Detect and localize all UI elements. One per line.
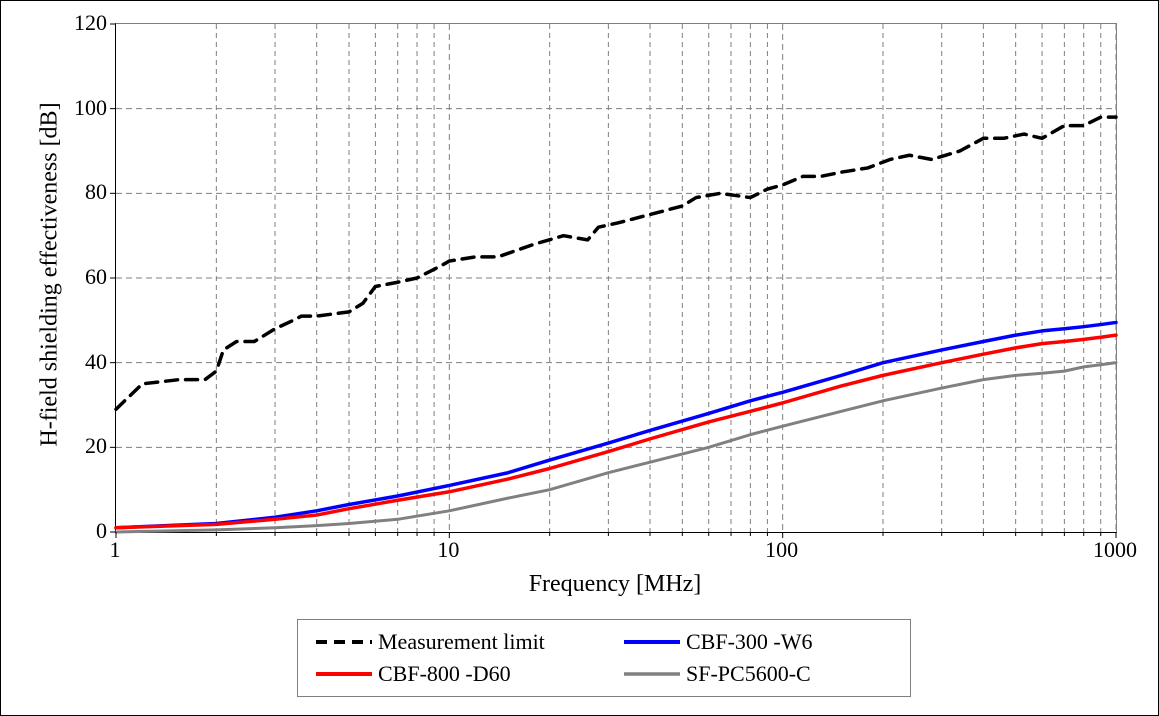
x-tick-labels: 1101001000 xyxy=(115,531,1115,571)
legend-label: Measurement limit xyxy=(378,629,545,655)
x-tick-label: 1000 xyxy=(1093,537,1137,563)
series-1 xyxy=(116,322,1116,527)
legend-label: CBF-300 -W6 xyxy=(686,629,813,655)
y-tick-label: 40 xyxy=(57,349,107,375)
series-0 xyxy=(116,117,1116,409)
y-tick-label: 0 xyxy=(57,518,107,544)
legend-swatch xyxy=(624,632,680,652)
legend-item: Measurement limit xyxy=(316,629,624,655)
y-tick-label: 120 xyxy=(57,10,107,36)
x-tick-label: 100 xyxy=(765,537,798,563)
legend-item: SF-PC5600-C xyxy=(624,661,884,687)
x-tick-label: 10 xyxy=(437,537,459,563)
y-tick-label: 100 xyxy=(57,95,107,121)
legend-label: CBF-800 -D60 xyxy=(378,661,511,687)
plot-area xyxy=(115,23,1117,533)
x-axis-label: Frequency [MHz] xyxy=(415,571,815,598)
legend-row: CBF-800 -D60 SF-PC5600-C xyxy=(316,658,892,690)
legend: Measurement limit CBF-300 -W6 CBF-800 -D60… xyxy=(297,619,911,697)
legend-row: Measurement limit CBF-300 -W6 xyxy=(316,626,892,658)
y-tick-label: 60 xyxy=(57,264,107,290)
y-tick-label: 20 xyxy=(57,433,107,459)
x-tick-label: 1 xyxy=(110,537,121,563)
legend-label: SF-PC5600-C xyxy=(686,661,811,687)
legend-item: CBF-300 -W6 xyxy=(624,629,884,655)
figure-container: H-field shielding effectiveness [dB] 020… xyxy=(0,0,1159,716)
y-tick-label: 80 xyxy=(57,179,107,205)
legend-swatch xyxy=(316,632,372,652)
series-2 xyxy=(116,335,1116,528)
legend-item: CBF-800 -D60 xyxy=(316,661,624,687)
legend-swatch xyxy=(624,664,680,684)
plot-svg xyxy=(116,24,1116,532)
legend-swatch xyxy=(316,664,372,684)
figure-inner: H-field shielding effectiveness [dB] 020… xyxy=(15,11,1144,705)
